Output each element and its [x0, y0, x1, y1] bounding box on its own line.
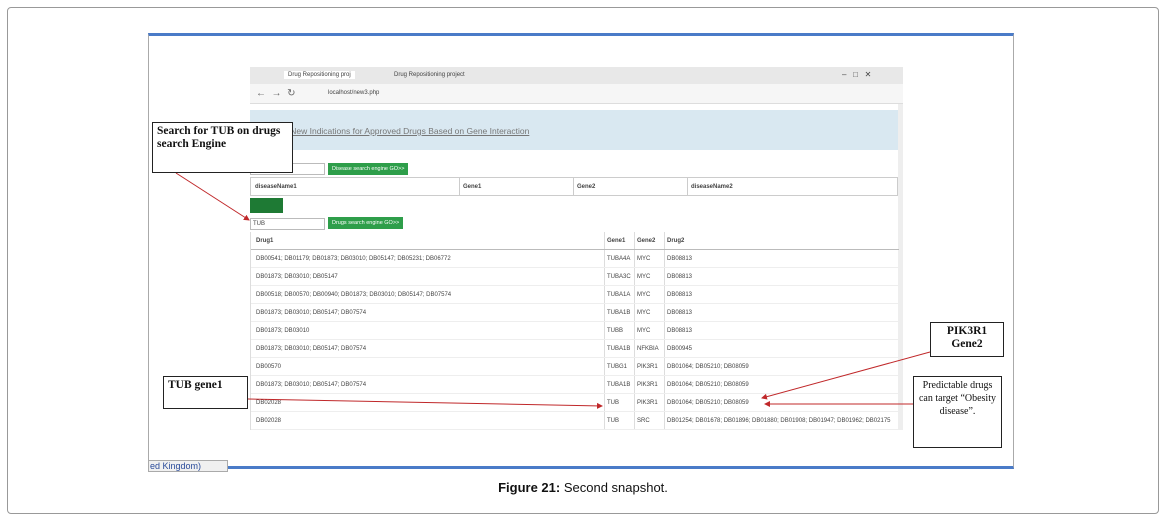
- header-cell: Drug1: [256, 238, 274, 244]
- table-cell: DB08813: [667, 310, 693, 316]
- table-cell: DB01064; DB05210; DB08059: [667, 400, 749, 406]
- table-cell: DB01873; DB03010: [256, 328, 310, 334]
- drug-table: Drug1 Gene1 Gene2 Drug2 DB00541; DB01179; DB…: [250, 232, 899, 430]
- table-cell: TUBA3C: [607, 274, 631, 280]
- table-cell: DB02028: [256, 418, 282, 424]
- row-rule: [251, 357, 899, 358]
- table-cell: DB08813: [667, 328, 693, 334]
- row-rule: [251, 375, 899, 376]
- table-cell: MYC: [637, 256, 651, 262]
- disease-table-header: diseaseName1 Gene1 Gene2 diseaseName2: [250, 177, 898, 196]
- table-cell: DB00541; DB01179; DB01873; DB03010; DB05…: [256, 256, 451, 262]
- frame: [7, 7, 1159, 514]
- callout: TUB gene1: [163, 376, 248, 409]
- status-fragment: ed Kingdom): [148, 460, 228, 472]
- header-cell: diseaseName1: [255, 184, 297, 190]
- table-cell: DB02028: [256, 400, 282, 406]
- table-cell: TUBA1B: [607, 310, 631, 316]
- table-cell: MYC: [637, 328, 651, 334]
- table-cell: DB01064; DB05210; DB08059: [667, 382, 749, 388]
- header-cell: diseaseName2: [691, 184, 733, 190]
- disease-button[interactable]: Disease search engine GO>>: [328, 163, 409, 175]
- tab-bar: Drug Repositioning proj Drug Repositioni…: [250, 67, 903, 84]
- caption: Figure 21: Second snapshot.: [0, 480, 1166, 495]
- table-cell: TUBG1: [607, 364, 628, 370]
- table-cell: DB01873; DB03010; DB05147; DB07574: [256, 346, 367, 352]
- arrow: [175, 172, 250, 221]
- row-rule: [251, 411, 899, 412]
- table-cell: TUB: [607, 418, 619, 424]
- table-cell: MYC: [637, 292, 651, 298]
- tab[interactable]: Drug Repositioning project: [394, 72, 465, 78]
- table-cell: PIK3R1: [637, 400, 658, 406]
- table-cell: NFKBIA: [637, 346, 659, 352]
- column-divider: [604, 232, 605, 430]
- table-cell: DB08813: [667, 292, 693, 298]
- table-cell: DB01254; DB01678; DB01896; DB01880; DB01…: [667, 418, 891, 424]
- column-divider: [687, 178, 688, 195]
- table-cell: TUBA1A: [607, 292, 631, 298]
- caption-label: Figure 21:: [498, 480, 561, 495]
- column-divider: [664, 232, 665, 430]
- table-cell: DB01873; DB03010; DB05147; DB07574: [256, 382, 367, 388]
- caption-text: Second snapshot.: [563, 480, 668, 495]
- banner-title: Finding New Indications for Approved Dru…: [260, 126, 530, 136]
- table-cell: TUBA1B: [607, 382, 631, 388]
- table-cell: PIK3R1: [637, 364, 658, 370]
- header-rule: [251, 249, 899, 250]
- header-cell: Gene2: [577, 184, 596, 190]
- table-cell: TUBA4A: [607, 256, 631, 262]
- scrollbar[interactable]: [898, 104, 903, 430]
- arrow: [247, 398, 603, 409]
- table-cell: DB08813: [667, 256, 693, 262]
- table-cell: DB01873; DB03010; DB05147: [256, 274, 338, 280]
- table-cell: TUBB: [607, 328, 624, 334]
- row-rule: [251, 429, 899, 430]
- table-cell: TUB: [607, 400, 619, 406]
- table-cell: DB00570: [256, 364, 282, 370]
- window-controls[interactable]: – □ ✕: [842, 70, 872, 79]
- row-rule: [251, 393, 899, 394]
- row-rule: [251, 285, 899, 286]
- row-rule: [251, 339, 899, 340]
- callout: Predictable drugs can target “Obesity di…: [913, 376, 1002, 448]
- table-cell: DB01064; DB05210; DB08059: [667, 364, 749, 370]
- drug-input[interactable]: TUB: [250, 218, 325, 230]
- url[interactable]: localhost/new3.php: [328, 90, 380, 96]
- address-bar: ← → ↻ localhost/new3.php: [250, 84, 903, 104]
- header-cell: Drug2: [667, 238, 685, 244]
- table-cell: DB00945: [667, 346, 693, 352]
- table-cell: DB08813: [667, 274, 693, 280]
- callout: PIK3R1 Gene2: [930, 322, 1004, 357]
- column-divider: [459, 178, 460, 195]
- table-cell: MYC: [637, 310, 651, 316]
- arrow: [761, 351, 931, 400]
- header-cell: Gene2: [637, 238, 656, 244]
- callout: Search for TUB on drugs search Engine: [152, 122, 293, 173]
- column-divider: [573, 178, 574, 195]
- nav-buttons[interactable]: ← → ↻: [256, 88, 296, 99]
- row-rule: [251, 303, 899, 304]
- table-cell: DB00518; DB00570; DB00940; DB01873; DB03…: [256, 292, 452, 298]
- table-cell: MYC: [637, 274, 651, 280]
- table-cell: DB01873; DB03010; DB05147; DB07574: [256, 310, 367, 316]
- column-divider: [634, 232, 635, 430]
- table-cell: PIK3R1: [637, 382, 658, 388]
- screenshot: [148, 33, 1014, 469]
- drug-button[interactable]: Drugs search engine GO>>: [328, 217, 404, 229]
- tab[interactable]: Drug Repositioning proj: [284, 71, 355, 79]
- row-rule: [251, 267, 899, 268]
- table-cell: TUBA1B: [607, 346, 631, 352]
- header-cell: Gene1: [463, 184, 482, 190]
- banner: Finding New Indications for Approved Dru…: [250, 110, 898, 150]
- home-button[interactable]: [250, 198, 283, 213]
- row-rule: [251, 321, 899, 322]
- header-cell: Gene1: [607, 238, 626, 244]
- table-cell: SRC: [637, 418, 650, 424]
